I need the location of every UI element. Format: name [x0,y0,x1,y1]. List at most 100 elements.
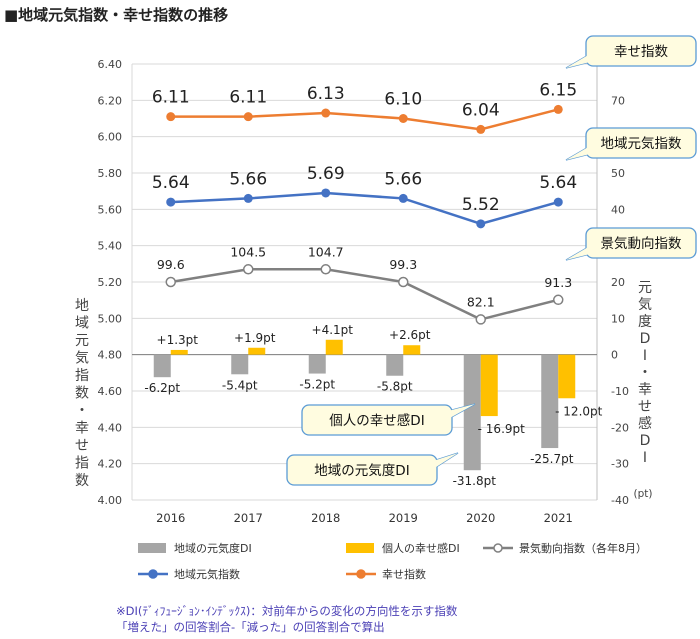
category-label: 2021 [544,511,573,525]
line-point [166,112,176,122]
series-line [170,268,559,321]
line-label: 104.5 [230,244,266,259]
right-tick-label: 10 [611,312,625,325]
bar [153,354,171,378]
legend-marker [148,569,158,579]
callout-box [301,404,453,436]
left-tick-label: 5.20 [98,276,123,289]
line-label: 6.13 [307,84,345,104]
bar-label: -31.8pt [453,474,497,488]
legend-label: 幸せ指数 [382,567,426,581]
bar [480,354,498,417]
right-tick-label: 0 [611,349,618,362]
series-line [170,191,559,226]
line-point [398,193,408,203]
chart-title: ■地域元気指数・幸せ指数の推移 [4,6,229,24]
line-label: 104.7 [308,244,344,259]
line-point [243,112,253,122]
callout-joint [566,146,590,160]
callout-label: 幸せ指数 [614,44,668,60]
left-tick-label: 6.20 [98,94,123,107]
bar-label: +1.9pt [234,331,276,345]
bar [231,354,249,375]
bar-label: - 12.0pt [555,404,602,418]
line-point [243,193,253,203]
line-label: 5.66 [384,169,422,189]
line-label: 5.52 [462,195,500,215]
category-label: 2019 [389,511,418,525]
bar-label: -25.7pt [530,452,574,466]
bars [153,339,576,471]
right-tick-label: -30 [611,458,629,471]
bar [541,354,559,449]
bar [170,349,188,355]
bar-label: -6.2pt [144,381,180,395]
category-label: 2020 [466,511,495,525]
bar [308,354,326,374]
bar [248,347,266,355]
line-point [553,197,563,207]
left-tick-label: 5.60 [98,203,123,216]
line-point [398,276,409,288]
legend-swatch [138,543,166,553]
line-label: 6.15 [539,80,577,100]
line-point [243,264,254,275]
callout-box [585,35,697,67]
left-tick-label: 6.00 [98,131,123,144]
left-tick-label: 6.40 [98,58,123,71]
bar-label: +4.1pt [312,323,354,337]
bar-label: -5.8pt [377,380,413,394]
line-label: 6.04 [462,100,500,120]
data-labels: -6.2pt -5.4pt -5.2pt -5.8pt -31.8pt -25.7pt +1… [144,80,602,488]
bar-label: +2.6pt [389,328,431,342]
line-label: 91.3 [544,275,572,290]
line-point [476,219,486,229]
line-label: 82.1 [467,294,495,309]
line-point [320,264,331,275]
line-label: 6.11 [152,88,190,108]
line-label: 5.66 [229,169,267,189]
legend-marker [356,569,366,579]
category-label: 2016 [156,511,185,525]
right-tick-label: 70 [611,94,625,107]
left-tick-label: 5.00 [98,312,123,325]
legend-label: 景気動向指数（各年8月） [519,541,647,555]
right-tick-label: -10 [611,385,629,398]
bar-label: -5.2pt [299,378,335,392]
right-tick-label: 20 [611,276,625,289]
line-label: 99.6 [157,257,185,272]
line-label: 6.10 [384,90,422,110]
legend-marker [493,543,503,553]
footnote-1: ※DI(ﾃﾞｨﾌｭｰｼﾞｮﾝ･ｲﾝﾃﾞｯｸｽ)：対前年からの変化の方向性を示す指… [116,604,458,618]
callout-box [286,454,438,486]
line-point [321,108,331,118]
line-label: 5.64 [152,173,190,193]
line-point [553,104,563,114]
bar [463,354,481,471]
bar [386,354,404,376]
callout-box [585,127,697,159]
category-label: 2017 [234,511,263,525]
callout-joint [448,404,475,419]
line-point [553,294,564,306]
line-point [165,276,176,288]
line-point [398,114,408,123]
axes: 4.00 4.20 4.40 4.60 4.80 5.00 5.20 5.40 5.60 5.80… [75,58,652,525]
callout-joint [433,453,458,469]
right-tick-label: 40 [611,203,625,216]
bar-label: +1.3pt [157,333,199,347]
callout-label: 個人の幸せ感DI [329,412,424,429]
right-tick-label: -20 [611,421,629,434]
right-axis-unit: (pt) [634,488,653,500]
left-tick-label: 4.80 [98,349,123,362]
left-tick-label: 5.40 [98,240,123,253]
bar-label: - 16.9pt [478,422,525,436]
left-tick-label: 4.40 [98,421,123,434]
line-label: 99.3 [389,257,417,272]
legend-label: 個人の幸せ感DI [382,542,460,555]
legend-label: 地域元気指数 [174,567,240,581]
left-tick-label: 4.00 [98,494,123,507]
callout-joint [566,246,590,260]
